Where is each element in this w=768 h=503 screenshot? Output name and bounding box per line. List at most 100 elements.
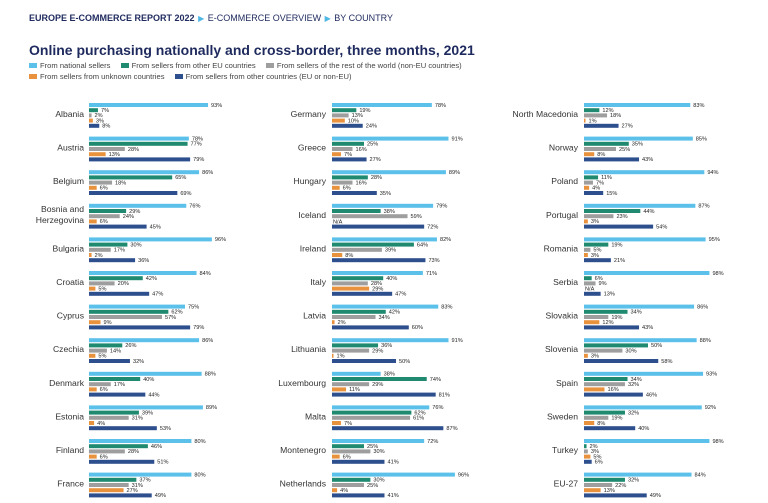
value-label: 89% — [206, 405, 217, 411]
value-label: 79% — [193, 325, 204, 331]
bar-other — [89, 325, 191, 330]
bar-other — [332, 224, 425, 229]
value-label: 44% — [148, 392, 159, 398]
bar-nonEu — [89, 415, 129, 420]
value-label: 13% — [109, 152, 120, 158]
bar-eu — [89, 410, 139, 415]
value-label: 28% — [371, 175, 382, 181]
legend-swatch — [29, 74, 37, 79]
value-label: 78% — [192, 136, 203, 142]
bar-nonEu — [332, 382, 370, 387]
country-group-latvia: Latvia 83% 42%34% 2% 60% — [303, 304, 452, 331]
bar-other — [332, 359, 396, 363]
bar-other — [584, 392, 643, 397]
bar-eu — [89, 377, 141, 381]
country-label: Malta — [305, 411, 326, 421]
bar-unknown — [332, 320, 335, 325]
bar-unknown — [584, 387, 605, 392]
value-label: 76% — [189, 204, 200, 210]
value-label: 75% — [188, 304, 199, 310]
country-group-north-macedonia: North Macedonia 83% 12%18% 1% 27% — [513, 103, 705, 130]
country-group-bosnia-and-herzegovina: Bosnia and Herzegovina 76% 29%24% 6% 45% — [36, 204, 201, 231]
country-group-norway: Norway 85% 35%25% 8% 43% — [549, 136, 707, 163]
value-label: 15% — [606, 191, 617, 197]
value-label: 86% — [202, 338, 213, 344]
country-label: Poland — [551, 176, 578, 186]
value-label: 8% — [345, 253, 353, 259]
country-label: Sweden — [547, 411, 578, 421]
bar-eu — [89, 141, 188, 146]
value-label: 9% — [599, 281, 607, 287]
value-label: 27% — [370, 157, 381, 163]
bar-unknown — [89, 286, 96, 291]
country-label: France — [57, 479, 84, 489]
value-label: 24% — [366, 124, 377, 130]
value-label: 32% — [133, 359, 144, 365]
value-label: 1% — [589, 118, 597, 124]
bar-other — [332, 493, 385, 498]
value-label: N/A — [333, 219, 343, 225]
value-label: 50% — [651, 343, 662, 349]
value-label: 17% — [114, 382, 125, 388]
value-label: 47% — [152, 292, 163, 298]
value-label: 19% — [611, 315, 622, 321]
country-group-luxembourg: Luxembourg 38% 74% 29% 11% 81% — [278, 372, 450, 399]
bar-national — [584, 271, 710, 275]
country-group-portugal: Portugal 87% 44% 23% 3% 54% — [546, 204, 710, 231]
value-label: 40% — [386, 276, 397, 282]
breadcrumb-overview[interactable]: E-COMMERCE OVERVIEW — [207, 13, 322, 23]
value-label: 95% — [709, 237, 720, 243]
value-label: 71% — [426, 271, 437, 277]
bar-eu — [584, 444, 587, 449]
breadcrumb-arrow-icon: ▶ — [198, 14, 205, 23]
bar-eu — [332, 242, 414, 247]
bar-nonEu — [332, 113, 349, 118]
value-label: 89% — [449, 170, 460, 176]
value-label: 7% — [344, 421, 352, 427]
value-label: 50% — [399, 359, 410, 365]
legend-label: From sellers from unknown countries — [40, 72, 165, 81]
country-group-albania: Albania 93% 7%2%3%8% — [55, 103, 222, 130]
bar-other — [584, 157, 640, 162]
country-group-italy: Italy 71% 40% 28%29% 47% — [310, 271, 437, 298]
legend-swatch — [174, 74, 183, 79]
bar-unknown — [584, 185, 590, 190]
legend-item-eu: From sellers from other EU countries — [120, 60, 256, 71]
value-label: 41% — [387, 460, 398, 466]
bar-national — [332, 472, 455, 477]
value-label: 80% — [194, 439, 205, 445]
value-label: 49% — [650, 493, 661, 499]
value-label: 6% — [595, 276, 603, 282]
value-label: 7% — [344, 152, 352, 158]
value-label: 11% — [349, 387, 360, 393]
country-label: Norway — [549, 143, 579, 153]
country-group-lithuania: Lithuania 91% 36%29% 1% 50% — [291, 338, 463, 365]
value-label: 91% — [451, 338, 462, 344]
breadcrumb-by-country[interactable]: BY COUNTRY — [334, 13, 393, 23]
country-group-estonia: Estonia 89% 39%31% 4% 53% — [55, 405, 217, 432]
bar-unknown — [89, 219, 97, 224]
bar-eu — [89, 108, 98, 113]
bar-eu — [332, 309, 386, 314]
country-label: Luxembourg — [278, 378, 326, 388]
bar-eu — [584, 242, 609, 247]
bar-unknown — [89, 353, 96, 358]
value-label: 74% — [430, 377, 441, 383]
value-label: 35% — [632, 142, 643, 148]
country-label: Slovenia — [545, 344, 578, 354]
country-label: Hungary — [294, 176, 327, 186]
bar-unknown — [332, 387, 347, 392]
bar-nonEu — [89, 281, 115, 286]
country-group-montenegro: Montenegro 72% 25%30% 6% 41% — [280, 439, 438, 466]
country-group-france: France 80% 37%31%27% 49% — [57, 472, 205, 499]
breadcrumb-arrow-icon: ▶ — [324, 14, 331, 23]
bar-nonEu — [584, 415, 609, 420]
country-label: Bulgaria — [52, 243, 84, 253]
country-group-netherlands: Netherlands 96% 30%25% 4% 41% — [280, 472, 469, 499]
value-label: 93% — [706, 372, 717, 378]
value-label: 81% — [439, 392, 450, 398]
value-label: 72% — [427, 224, 438, 230]
value-label: 92% — [705, 405, 716, 411]
bar-nonEu — [89, 214, 120, 219]
bar-eu — [584, 377, 628, 381]
